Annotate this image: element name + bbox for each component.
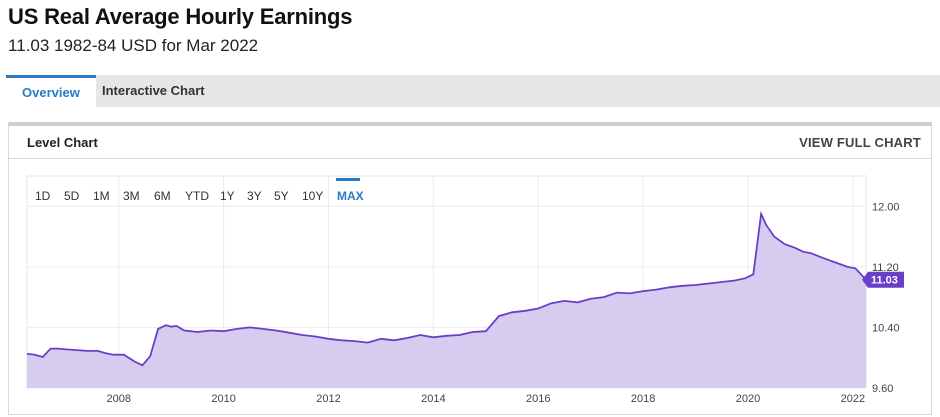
x-tick-label: 2008 [107,393,131,405]
range-button-max[interactable]: MAX [337,189,364,203]
chart-panel: Level Chart VIEW FULL CHART 2008 2010 2012… [8,122,932,415]
range-button-1d[interactable]: 1D [35,189,51,203]
range-button-1y[interactable]: 1Y [220,189,235,203]
series-area [27,213,866,388]
range-button-5y[interactable]: 5Y [274,189,289,203]
x-tick-label: 2016 [526,393,550,405]
range-button-3y[interactable]: 3Y [247,189,262,203]
range-button-10y[interactable]: 10Y [302,189,323,203]
page-title: US Real Average Hourly Earnings [8,4,353,29]
range-button-ytd[interactable]: YTD [185,189,209,203]
y-tick-label: 9.60 [872,383,893,395]
last-value-badge [862,271,904,288]
range-button-5d[interactable]: 5D [64,189,80,203]
x-tick-label: 2014 [421,393,445,405]
x-tick-label: 2022 [841,393,865,405]
x-tick-label: 2010 [211,393,235,405]
range-active-indicator [336,178,360,181]
x-tick-label: 2020 [736,393,760,405]
series-line [26,210,867,367]
y-tick-label: 12.00 [872,201,900,213]
range-button-1m[interactable]: 1M [93,189,110,203]
level-chart[interactable]: 2008 2010 2012 2014 2016 2018 2020 2022 12.00 11.… [9,126,931,414]
chart-panel-header: Level Chart VIEW FULL CHART [9,126,931,159]
range-button-6m[interactable]: 6M [154,189,171,203]
last-value-label: 11.03 [871,275,898,287]
tab-bar: Overview Interactive Chart [6,75,940,110]
tab-overview[interactable]: Overview [6,75,96,110]
tab-interactive-chart[interactable]: Interactive Chart [102,83,205,98]
y-tick-label: 10.40 [872,322,900,334]
y-tick-label: 11.20 [872,262,899,274]
x-tick-label: 2018 [631,393,655,405]
view-full-chart-link[interactable]: VIEW FULL CHART [799,135,921,150]
range-button-3m[interactable]: 3M [123,189,140,203]
x-tick-label: 2012 [316,393,340,405]
page-subtitle: 11.03 1982-84 USD for Mar 2022 [8,36,259,55]
chart-panel-title: Level Chart [27,135,98,150]
